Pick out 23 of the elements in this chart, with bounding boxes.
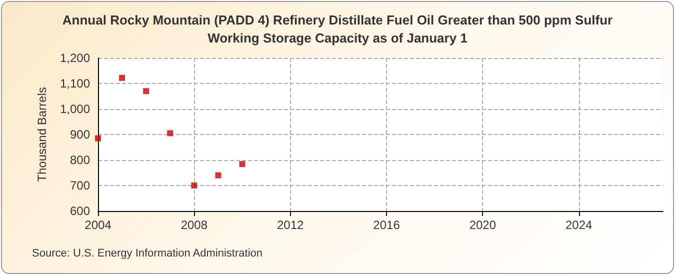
- point: [95, 135, 101, 142]
- point: [167, 130, 174, 136]
- x-tick-label: 2012: [276, 218, 304, 232]
- y-tick-label: 1,100: [60, 76, 90, 90]
- chart-title: Annual Rocky Mountain (PADD 4) Refinery Distillate Fuel Oil Greater than 500 ppm Sulfur Working Storage Capacity as of January 1: [62, 12, 613, 46]
- y-tick-label: 800: [70, 153, 90, 167]
- x-tick-label: 2024: [566, 218, 593, 232]
- y-tick-label: 700: [70, 178, 90, 192]
- point: [119, 74, 126, 81]
- y-tick-label: 1,000: [60, 102, 90, 116]
- point: [191, 182, 198, 188]
- point: [143, 88, 150, 94]
- x-tick-label: 2016: [373, 218, 400, 232]
- y-tick-label: 1,200: [60, 51, 90, 65]
- x-tick-label: 2004: [84, 218, 112, 232]
- y-tick-label: 600: [70, 204, 90, 218]
- point: [215, 172, 222, 178]
- point: [239, 161, 246, 168]
- x-tick-label: 2008: [180, 218, 208, 232]
- x-tick-label: 2020: [469, 218, 496, 232]
- y-axis-title: Thousand Barrels: [35, 87, 49, 182]
- y-tick-label: 900: [70, 128, 90, 142]
- source-note: Source: U.S. Energy Information Administration: [32, 248, 262, 260]
